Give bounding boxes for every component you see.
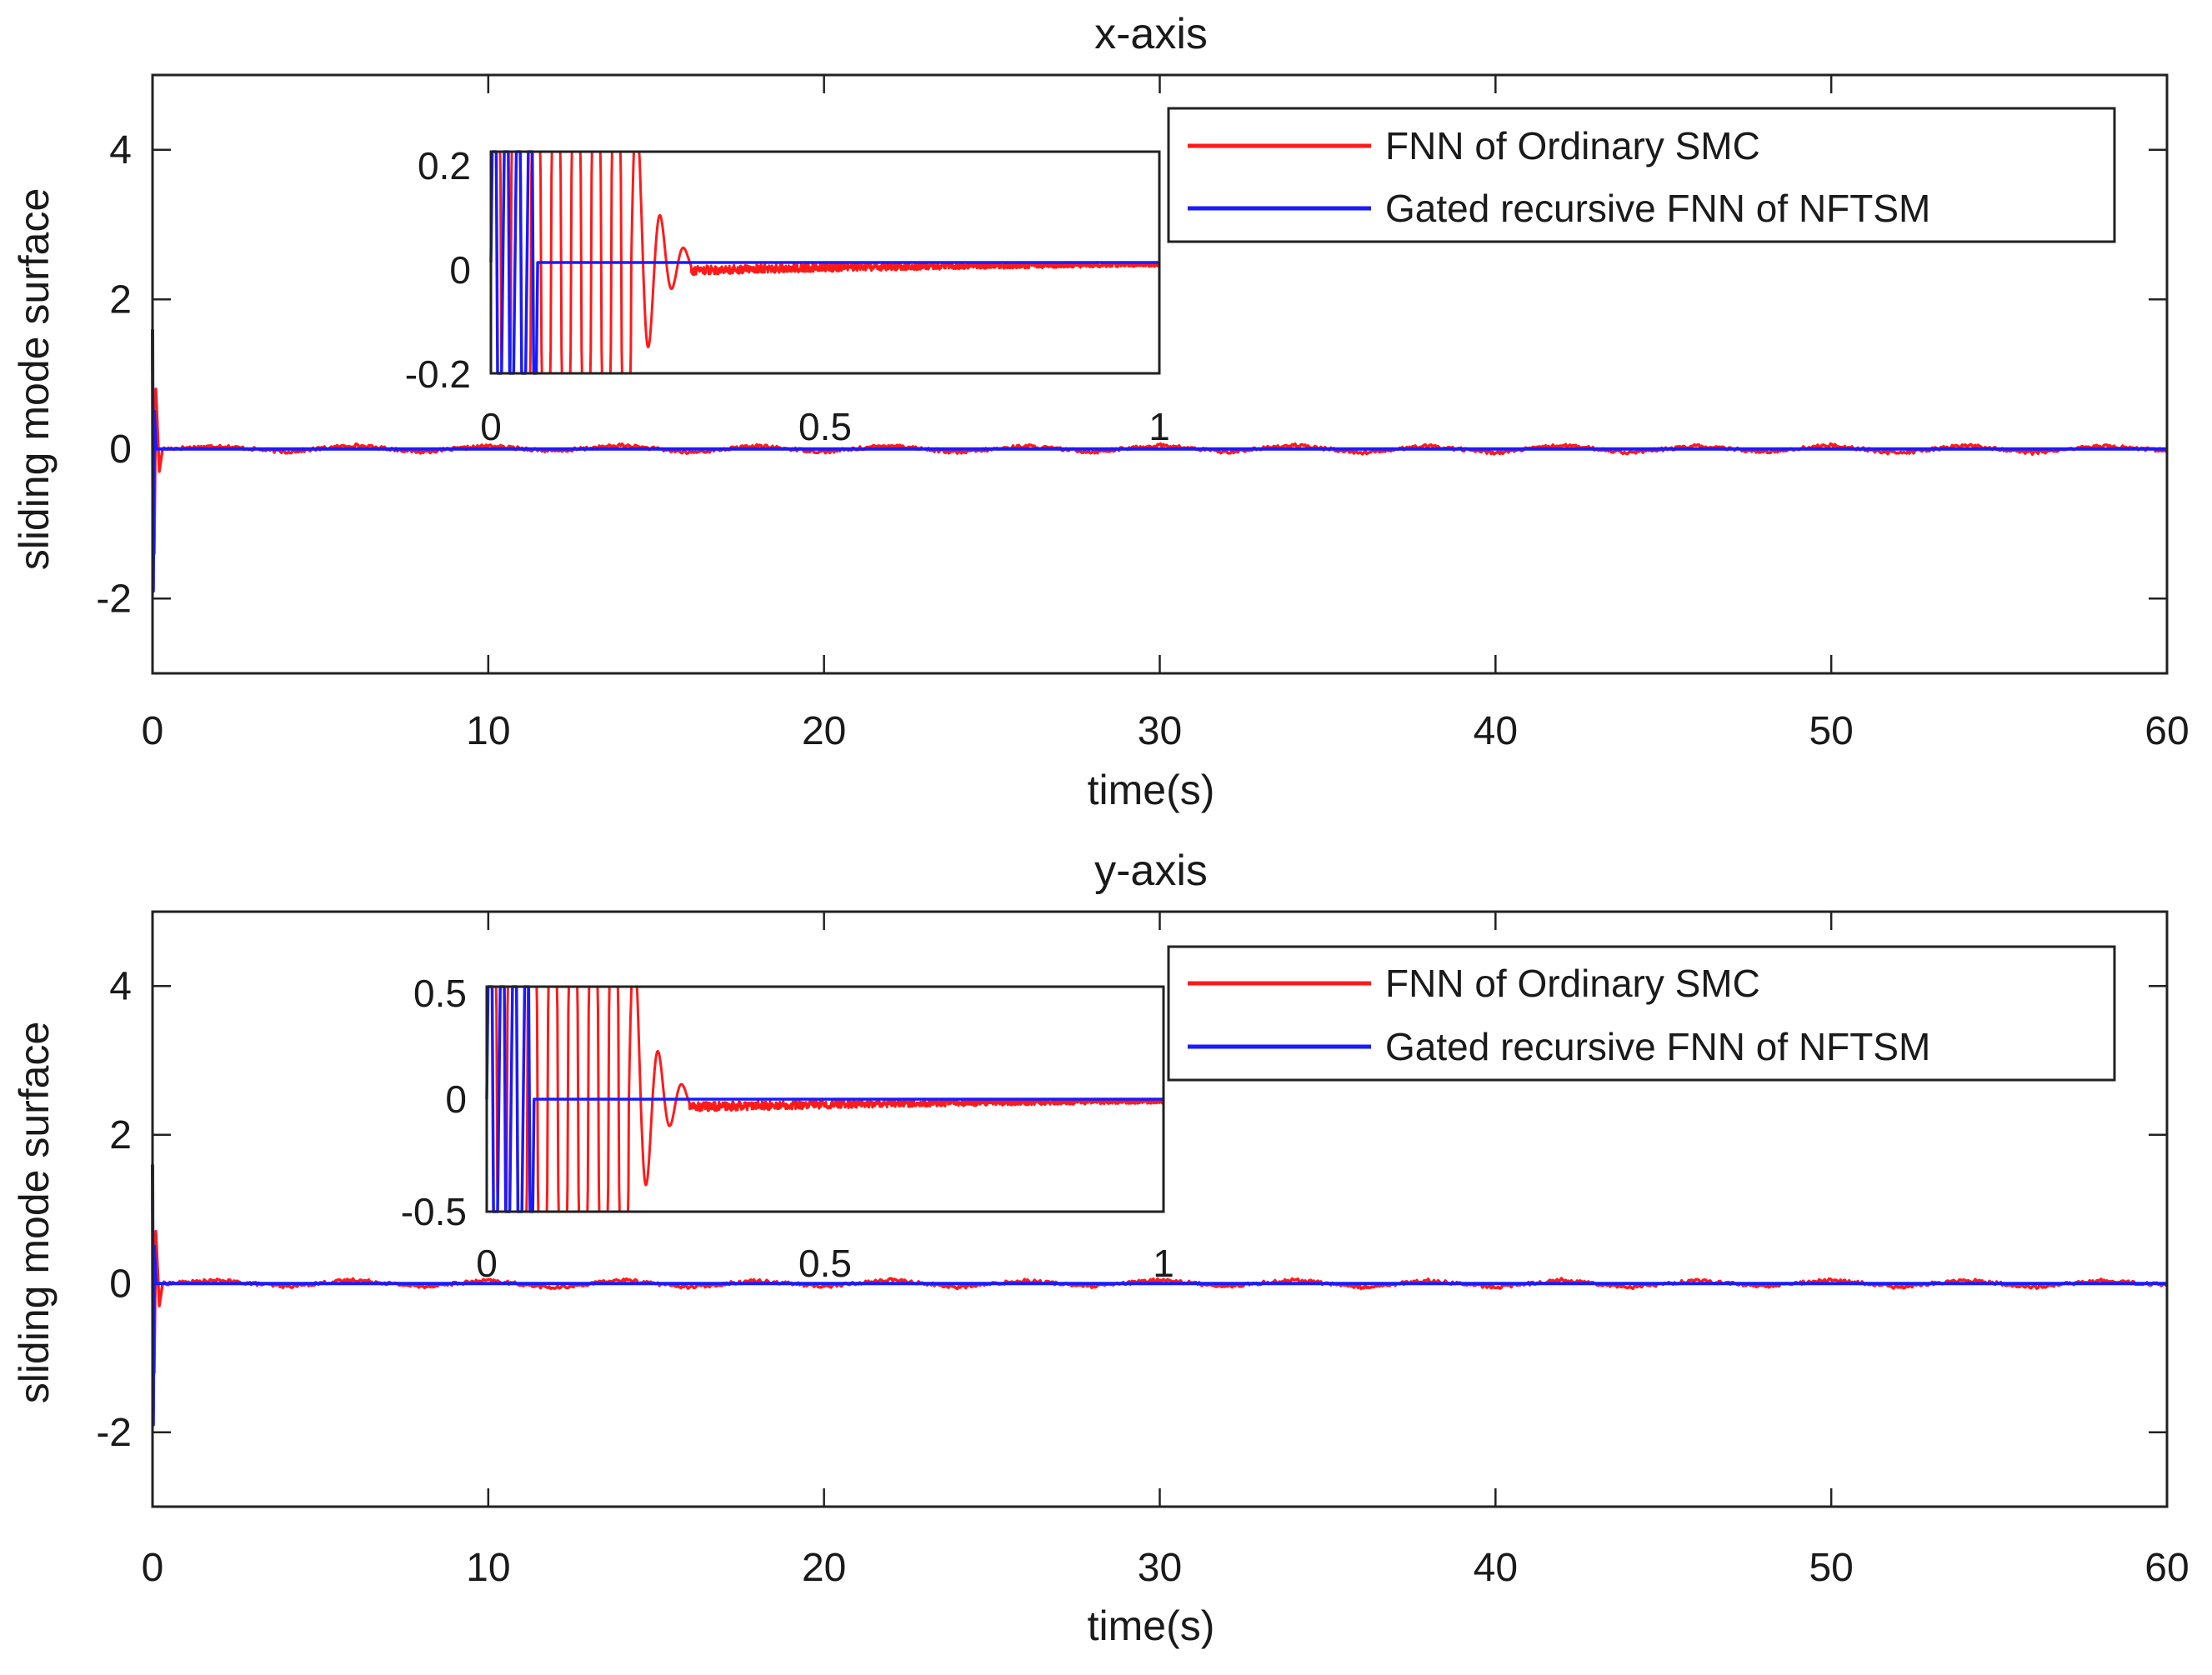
y-axis-label: sliding mode surface <box>11 1022 58 1404</box>
inset-x-tick-label: 0.5 <box>798 405 852 448</box>
inset-y-tick-label: 0.5 <box>413 972 467 1015</box>
legend: FNN of Ordinary SMC Gated recursive FNN … <box>1167 107 2116 243</box>
legend-label: FNN of Ordinary SMC <box>1385 962 1760 1005</box>
x-axis-label: time(s) <box>1088 767 1215 813</box>
y-tick-label: 2 <box>109 1113 132 1158</box>
plot-title: x-axis <box>1094 10 1208 58</box>
subplot-x-axis: x-axis sliding mode surface time(s) -2 0… <box>11 10 2189 813</box>
x-tick-label: 60 <box>2144 1546 2189 1590</box>
inset-zoom: 0.2 0 -0.2 0 0.5 1 <box>405 144 1170 448</box>
x-tick-label: 40 <box>1474 1546 1518 1590</box>
inset-box <box>489 150 1161 375</box>
legend-label: Gated recursive FNN of NFTSM <box>1385 187 1930 230</box>
x-axis-label: time(s) <box>1088 1602 1215 1649</box>
x-tick-label: 50 <box>1809 709 1853 753</box>
y-tick-label: 2 <box>109 278 132 322</box>
x-tick-label: 30 <box>1138 709 1182 753</box>
inset-x-tick-label: 0 <box>480 405 502 448</box>
y-tick-labels: -2 0 2 4 <box>96 964 132 1455</box>
y-tick-label: 0 <box>109 428 132 472</box>
series-line-red <box>151 352 2169 556</box>
y-tick-label: 4 <box>109 964 132 1008</box>
y-tick-labels: -2 0 2 4 <box>96 128 132 622</box>
x-tick-label: 30 <box>1138 1546 1182 1590</box>
axes-box <box>151 73 2169 675</box>
legend-box <box>1167 945 2116 1082</box>
inset-y-tick-label: 0 <box>449 248 471 292</box>
inset-y-tick-label: -0.2 <box>405 352 471 396</box>
inset-y-tick-label: 0 <box>445 1078 467 1121</box>
y-tick-label: 4 <box>109 128 132 172</box>
series-line-red <box>151 1194 2168 1375</box>
x-tick-label: 0 <box>142 709 164 753</box>
inset-zoom: 0.5 0 -0.5 0 0.5 1 <box>401 972 1174 1285</box>
y-tick-label: -2 <box>96 1411 132 1455</box>
inset-y-tick-label: -0.5 <box>401 1190 467 1233</box>
x-tick-label: 20 <box>802 709 846 753</box>
inset-x-tick-label: 1 <box>1153 1242 1174 1285</box>
y-tick-label: 0 <box>109 1262 132 1306</box>
y-tick-label: -2 <box>96 577 132 621</box>
x-tick-labels: 0 10 20 30 40 50 60 <box>142 709 2189 753</box>
x-tick-label: 10 <box>466 709 510 753</box>
x-tick-label: 10 <box>466 1546 510 1590</box>
x-tick-label: 0 <box>142 1546 164 1590</box>
inset-x-tick-label: 0.5 <box>798 1242 852 1285</box>
x-tick-label: 40 <box>1474 709 1518 753</box>
inset-series-blue <box>489 150 1160 375</box>
x-tick-label: 60 <box>2144 709 2189 753</box>
inset-box <box>485 985 1165 1213</box>
legend: FNN of Ordinary SMC Gated recursive FNN … <box>1167 945 2116 1082</box>
inset-series-blue <box>485 985 1164 1213</box>
subplot-y-axis: y-axis sliding mode surface time(s) -2 0… <box>11 847 2189 1649</box>
x-tick-labels: 0 10 20 30 40 50 60 <box>142 1546 2189 1590</box>
x-tick-label: 50 <box>1809 1546 1853 1590</box>
legend-label: Gated recursive FNN of NFTSM <box>1385 1025 1930 1068</box>
axes-box <box>151 910 2169 1508</box>
plot-title: y-axis <box>1094 847 1208 895</box>
inset-x-tick-label: 1 <box>1149 405 1170 448</box>
inset-y-tick-label: 0.2 <box>418 144 471 188</box>
legend-label: FNN of Ordinary SMC <box>1385 124 1760 168</box>
x-tick-label: 20 <box>802 1546 846 1590</box>
inset-x-tick-label: 0 <box>476 1242 498 1285</box>
legend-box <box>1167 107 2116 243</box>
y-axis-label: sliding mode surface <box>11 188 58 571</box>
